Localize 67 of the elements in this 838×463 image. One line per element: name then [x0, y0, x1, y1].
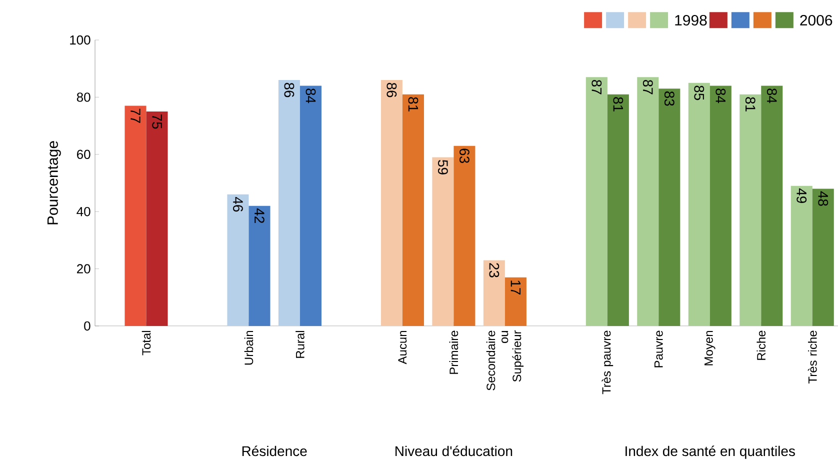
data-label: 85: [694, 86, 704, 100]
data-label: 48: [818, 191, 828, 206]
x-tick-label: Très riche: [808, 330, 817, 384]
bar: [504, 277, 526, 326]
data-label: 86: [386, 82, 397, 98]
data-label: 77: [130, 108, 140, 123]
bar: [790, 186, 812, 326]
bar: [278, 80, 300, 326]
bar: [483, 260, 505, 326]
data-label: 23: [489, 263, 500, 278]
data-label: 63: [459, 148, 470, 163]
bar: [710, 86, 732, 326]
y-tick-label: 40: [76, 206, 90, 216]
data-label: 42: [254, 208, 264, 223]
x-tick-label: Secondaire ou Supérieur: [486, 330, 524, 390]
x-tick-label: Urbain: [244, 330, 254, 365]
data-label: 84: [306, 88, 316, 104]
text: Niveau d'éducation: [396, 446, 512, 456]
text: Index de santé en quantiles: [626, 446, 795, 459]
data-label: 49: [796, 188, 807, 203]
bar: [300, 86, 322, 326]
data-label: 59: [438, 160, 448, 174]
data-label: 87: [592, 80, 602, 94]
data-label: 86: [284, 82, 294, 98]
data-label: 81: [613, 97, 624, 112]
x-tick-label: Aucun: [398, 330, 407, 364]
bar: [380, 80, 402, 326]
data-label: 81: [408, 97, 418, 112]
bar: [432, 157, 454, 326]
x-tick-label: Riche: [756, 330, 766, 360]
data-label: 75: [152, 114, 162, 129]
bar: [607, 94, 629, 326]
data-label: 81: [745, 97, 756, 112]
bar: [761, 86, 783, 326]
x-tick-label: Moyen: [704, 330, 716, 366]
x-tick-label: Rural: [296, 330, 304, 358]
data-label: 84: [766, 88, 777, 104]
x-tick-label: Total: [142, 330, 151, 356]
bar: [658, 88, 680, 326]
y-axis-title: Pourcentage: [47, 141, 61, 224]
data-label: 83: [664, 91, 674, 106]
data-label: 17: [510, 280, 521, 294]
y-tick-label: 0: [84, 321, 90, 331]
text: Résidence: [242, 446, 307, 456]
legend-label: 2006: [800, 14, 832, 26]
bar: [227, 194, 249, 326]
bar: [402, 94, 424, 326]
bar: [812, 188, 834, 326]
bar: [146, 111, 168, 326]
y-tick-label: 100: [70, 35, 90, 45]
data-label: 84: [716, 88, 726, 104]
y-tick-label: 60: [77, 150, 90, 159]
x-tick-label: Très pauvre: [602, 330, 614, 394]
bar: [637, 77, 659, 326]
bar: [740, 94, 762, 326]
y-tick-label: 80: [76, 92, 90, 102]
bar: [688, 82, 710, 326]
data-label: 46: [233, 196, 243, 212]
bar: [586, 77, 608, 326]
x-tick-label: Primaire: [449, 330, 458, 374]
legend-label: 1998: [675, 14, 707, 26]
bar: [454, 146, 476, 326]
bar: [248, 206, 270, 326]
bar: [124, 106, 146, 326]
y-tick-label: 20: [77, 264, 90, 274]
data-label: 87: [642, 80, 653, 94]
x-tick-label: Pauvre: [654, 330, 663, 368]
